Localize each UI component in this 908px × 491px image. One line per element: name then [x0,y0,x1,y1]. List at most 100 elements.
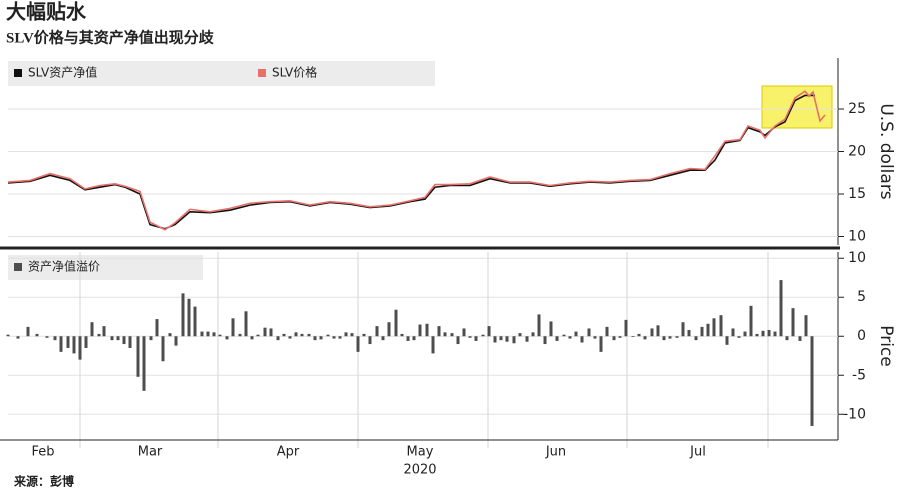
bar [90,322,94,337]
bar [250,336,254,340]
bar [525,336,529,342]
bar [605,326,609,337]
bar [531,332,535,337]
bar [412,336,416,341]
bar [743,331,747,337]
bar [749,305,753,337]
bar [72,336,76,354]
bar [543,336,547,345]
bar [102,326,106,337]
bar [487,326,491,337]
x-tick-label: Jun [545,445,566,460]
bar [269,328,273,337]
bar [624,319,628,337]
legend-label: SLV价格 [272,65,317,80]
source: 来源：彭博 [13,474,74,489]
bar [155,319,159,337]
bar [474,336,478,341]
bar [437,326,441,337]
bar [700,326,704,337]
bar [643,336,647,340]
bar [725,336,729,345]
bar [263,327,267,337]
y-tick-label: 25 [848,101,866,117]
bar [66,336,70,348]
bar [136,336,140,377]
bar [212,332,216,337]
bar [375,326,379,337]
bar [574,331,578,337]
bar [555,336,559,341]
bar [779,280,783,337]
legend-box [8,61,435,86]
bar [161,336,165,362]
bar [499,336,503,341]
bar [593,336,597,339]
bar [225,336,229,340]
bar [599,336,603,352]
bar [276,336,280,341]
bar [468,336,472,338]
bar [244,311,248,337]
x-tick-label: Mar [138,445,163,460]
bar [59,336,63,352]
x-tick-label: Apr [277,445,300,460]
bar [174,336,178,346]
y-axis-label: Price [876,325,896,366]
bar [282,333,286,337]
x-tick-label: Jul [689,445,706,460]
bar [149,336,153,341]
line [7,94,815,230]
bar [637,333,641,337]
y-tick-label: 0 [857,328,866,344]
bar [181,293,185,337]
chart-title: 大幅贴水 [6,1,87,24]
bar [618,336,622,338]
bar [650,328,654,337]
bar [443,332,447,337]
bar [84,336,88,348]
bar [387,322,391,337]
bar [116,336,120,341]
bar [53,336,57,341]
bar [675,336,679,338]
bar [662,336,666,341]
bar [300,333,304,337]
bar [785,336,789,341]
bar [168,333,172,337]
bar [381,336,385,341]
bar [612,336,616,341]
bar [238,333,242,337]
legend-label: SLV资产净值 [28,65,97,80]
chart-subtitle: SLV价格与其资产净值出现分歧 [6,28,215,46]
year-label: 2020 [403,463,436,478]
y-tick-label: -10 [843,406,866,422]
bar [431,336,435,354]
bar [256,334,260,337]
bar [206,331,210,337]
bar [231,318,235,337]
bar [418,324,422,337]
legend-label: 资产净值溢价 [28,259,100,274]
bar [338,336,342,339]
bar [344,332,348,337]
bar [512,336,516,344]
bar [687,330,691,337]
bar [362,333,366,337]
bar [706,323,710,337]
bar [332,336,336,339]
bar [97,333,101,337]
bar [631,336,635,338]
bar [493,336,497,343]
bar [767,330,771,337]
bar [481,334,485,337]
bar [142,336,146,391]
bar [668,336,672,339]
bar [562,334,566,337]
line [7,90,826,231]
legend-box [8,255,203,280]
bar [193,306,197,337]
bar [694,336,698,341]
bar [356,336,360,352]
